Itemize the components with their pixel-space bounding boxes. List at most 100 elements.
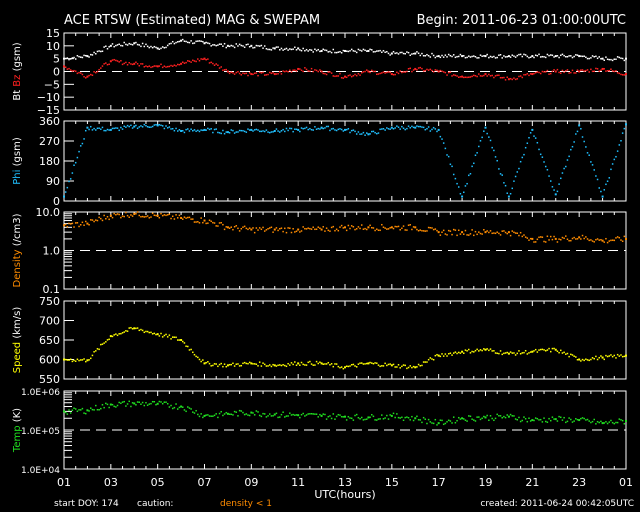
data-point [272, 71, 274, 74]
data-point [156, 65, 159, 68]
data-point [600, 69, 602, 72]
data-point [543, 240, 545, 243]
data-point [531, 350, 534, 353]
data-point [457, 416, 460, 419]
data-point [404, 229, 406, 231]
data-point [170, 42, 172, 45]
data-point [200, 129, 202, 131]
data-point [568, 155, 570, 158]
data-point [300, 361, 303, 364]
data-point [329, 364, 331, 366]
data-point [130, 214, 132, 216]
data-point [392, 363, 395, 366]
data-point [161, 402, 164, 405]
data-point [426, 53, 428, 56]
data-point [151, 212, 154, 215]
x-tick-label: 07 [198, 476, 212, 489]
data-point [554, 55, 557, 58]
data-point [409, 365, 411, 367]
data-point [337, 51, 340, 53]
data-point [115, 333, 117, 335]
data-point [309, 70, 311, 72]
data-point [379, 365, 381, 368]
data-point [409, 224, 411, 226]
data-point [325, 49, 328, 52]
data-point [544, 56, 547, 59]
y-tick-label: 550 [39, 373, 60, 386]
data-point [600, 57, 602, 60]
data-point [320, 70, 323, 73]
data-point [120, 126, 122, 129]
data-point [71, 172, 74, 174]
data-point [141, 401, 144, 404]
data-point [171, 215, 174, 218]
data-point [618, 236, 621, 239]
data-point [329, 129, 331, 132]
data-point [349, 131, 351, 134]
data-point [439, 355, 442, 358]
y-tick-label: 650 [39, 334, 60, 347]
data-point [106, 48, 109, 50]
data-point [357, 416, 360, 419]
data-point [511, 187, 514, 190]
data-point [606, 422, 609, 425]
data-point [160, 47, 162, 50]
data-point [330, 128, 333, 130]
data-point [499, 234, 502, 236]
data-point [295, 364, 298, 366]
data-point [145, 330, 147, 333]
data-point [121, 45, 124, 47]
data-point [176, 339, 179, 341]
data-point [411, 125, 413, 128]
data-point [468, 348, 470, 351]
data-point [501, 353, 503, 356]
data-point [255, 128, 258, 131]
data-point [478, 57, 480, 59]
data-point [320, 49, 323, 52]
y-tick-label: −5 [44, 78, 60, 91]
data-point [240, 74, 243, 76]
data-point [63, 224, 65, 227]
data-point [273, 413, 276, 416]
data-point [479, 140, 482, 142]
data-point [406, 229, 408, 231]
data-point [64, 358, 67, 361]
data-point [360, 133, 363, 135]
data-point [473, 162, 475, 165]
data-point [265, 74, 268, 76]
data-point [394, 73, 396, 76]
data-point [439, 419, 442, 421]
data-point [605, 183, 607, 186]
data-point [332, 75, 335, 77]
data-point [74, 58, 77, 60]
data-point [529, 351, 532, 353]
data-point [101, 126, 104, 129]
data-point [615, 357, 617, 359]
data-point [334, 129, 336, 131]
data-point [170, 217, 172, 220]
data-point [386, 50, 388, 53]
data-point [424, 418, 427, 420]
data-point [513, 55, 515, 57]
data-point [526, 142, 529, 144]
data-point [558, 71, 560, 74]
chart-title: ACE RTSW (Estimated) MAG & SWEPAM [64, 13, 320, 28]
data-point [496, 231, 498, 233]
y-tick-label: 0 [53, 195, 60, 208]
data-point [399, 128, 401, 130]
data-point [489, 230, 492, 232]
data-point [429, 56, 432, 58]
data-point [213, 64, 216, 66]
data-point [103, 46, 105, 48]
data-point [84, 77, 87, 79]
data-point [390, 364, 393, 367]
data-point [611, 59, 614, 62]
data-point [354, 130, 356, 133]
data-point [623, 74, 626, 76]
data-point [138, 214, 141, 217]
data-point [432, 228, 435, 231]
data-point [566, 238, 569, 241]
data-point [591, 55, 594, 57]
created-time: created: 2011-06-24 00:42:05UTC [480, 499, 634, 509]
